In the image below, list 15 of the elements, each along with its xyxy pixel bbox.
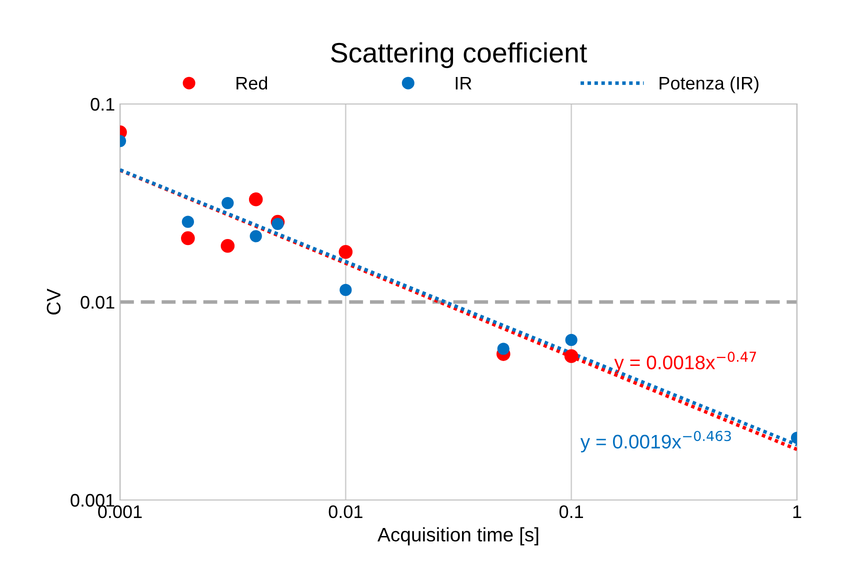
y-tick-label: 0.01 (80, 296, 114, 309)
legend-label: Red (236, 76, 268, 90)
chart-title: Scattering coefficient (331, 42, 587, 68)
annotation: y = 0.0019x$^{−0.463}$ (580, 430, 731, 452)
x-axis-title: Acquisition time [s] (377, 527, 538, 546)
legend-label: IR (456, 77, 472, 90)
x-tick-label: 0.001 (98, 505, 142, 518)
x-tick-label: 1 (793, 506, 802, 518)
x-tick-label: 0.1 (559, 505, 584, 518)
legend-label: Potenza (IR) (660, 76, 758, 94)
y-axis-title: CV (46, 288, 61, 315)
y-tick-label: 0.1 (90, 98, 114, 111)
x-tick-label: 0.01 (328, 505, 362, 518)
y-tick-label: 0.001 (70, 494, 114, 507)
annotation: y = 0.0018x$^{−0.47}$ (614, 352, 756, 374)
